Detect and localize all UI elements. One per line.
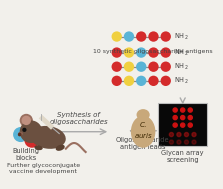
- Circle shape: [112, 76, 122, 86]
- Text: $\mathregular{NH_2}$: $\mathregular{NH_2}$: [174, 62, 188, 72]
- Text: $\mathregular{NH_2}$: $\mathregular{NH_2}$: [174, 31, 188, 42]
- Text: $\it{C.}$
$\it{auris}$: $\it{C.}$ $\it{auris}$: [134, 120, 153, 139]
- Circle shape: [188, 108, 192, 112]
- Ellipse shape: [131, 116, 155, 148]
- Ellipse shape: [56, 145, 65, 151]
- Circle shape: [188, 123, 192, 127]
- Circle shape: [112, 62, 122, 72]
- Circle shape: [136, 62, 147, 72]
- Circle shape: [184, 132, 188, 137]
- Circle shape: [161, 31, 171, 42]
- Circle shape: [188, 115, 192, 120]
- Circle shape: [177, 140, 181, 144]
- Circle shape: [22, 116, 31, 125]
- Circle shape: [192, 132, 196, 137]
- Text: Building
blocks: Building blocks: [13, 148, 40, 161]
- Circle shape: [24, 133, 39, 148]
- Circle shape: [23, 128, 26, 131]
- Ellipse shape: [136, 109, 150, 120]
- Circle shape: [148, 76, 159, 86]
- Text: $\mathregular{NH_2}$: $\mathregular{NH_2}$: [174, 47, 188, 58]
- Circle shape: [20, 120, 42, 143]
- Circle shape: [184, 140, 188, 144]
- Circle shape: [112, 47, 122, 58]
- Text: $\mathregular{NH_2}$: $\mathregular{NH_2}$: [174, 76, 188, 86]
- Circle shape: [112, 31, 122, 42]
- Circle shape: [161, 76, 171, 86]
- Text: Further glycoconjugate
vaccine development: Further glycoconjugate vaccine developme…: [7, 163, 80, 174]
- Text: Oligosaccharide
antigen leads: Oligosaccharide antigen leads: [116, 137, 169, 150]
- Circle shape: [181, 115, 185, 120]
- Circle shape: [173, 123, 177, 127]
- Circle shape: [136, 47, 147, 58]
- Text: 10 synthetic oligosaccharide antigens: 10 synthetic oligosaccharide antigens: [93, 49, 212, 54]
- FancyBboxPatch shape: [158, 102, 207, 146]
- Circle shape: [177, 132, 181, 137]
- Circle shape: [161, 47, 171, 58]
- Circle shape: [169, 132, 173, 137]
- Ellipse shape: [34, 145, 43, 150]
- Circle shape: [192, 140, 196, 144]
- Circle shape: [148, 62, 159, 72]
- Circle shape: [181, 108, 185, 112]
- Circle shape: [173, 108, 177, 112]
- Circle shape: [124, 76, 134, 86]
- Circle shape: [124, 62, 134, 72]
- Circle shape: [136, 31, 147, 42]
- Circle shape: [124, 31, 134, 42]
- Circle shape: [181, 123, 185, 127]
- Circle shape: [169, 140, 173, 144]
- Circle shape: [148, 31, 159, 42]
- Ellipse shape: [30, 126, 66, 149]
- Circle shape: [20, 114, 33, 127]
- Circle shape: [161, 62, 171, 72]
- Circle shape: [136, 76, 147, 86]
- Circle shape: [19, 133, 21, 136]
- Circle shape: [124, 47, 134, 58]
- Text: Synthesis of
oligosaccharides: Synthesis of oligosaccharides: [49, 112, 108, 125]
- Text: Glycan array
screening: Glycan array screening: [161, 150, 204, 163]
- Circle shape: [148, 47, 159, 58]
- Circle shape: [173, 115, 177, 120]
- Circle shape: [13, 127, 28, 142]
- Ellipse shape: [18, 132, 23, 136]
